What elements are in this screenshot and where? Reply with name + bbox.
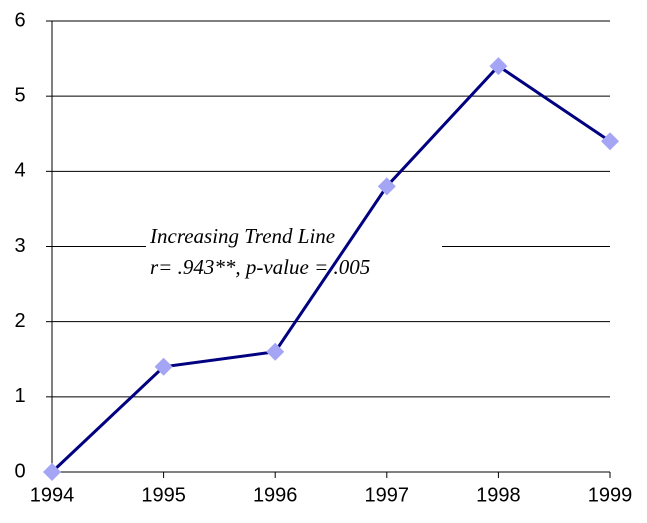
annotation: Increasing Trend Line [149,224,335,248]
y-tick-label: 4 [14,160,25,182]
y-tick-label: 0 [14,460,25,482]
x-tick-label: 1997 [365,484,410,506]
y-tick-label: 6 [14,9,25,31]
y-tick-label: 2 [14,310,25,332]
marker [601,132,619,151]
x-tick-label: 1999 [588,484,633,506]
x-tick-label: 1998 [476,484,521,506]
y-tick-label: 3 [14,235,25,257]
x-tick-label: 1995 [141,484,186,506]
annotation-box [146,222,442,286]
marker [377,177,396,196]
y-tick-label: 5 [14,84,25,106]
marker [266,342,285,361]
x-tick-label: 1996 [253,484,298,506]
marker [154,357,173,376]
y-tick-label: 1 [14,385,25,407]
line [50,64,611,474]
marker [43,463,61,481]
x-tick-label: 1994 [30,484,75,506]
marker [489,57,508,76]
